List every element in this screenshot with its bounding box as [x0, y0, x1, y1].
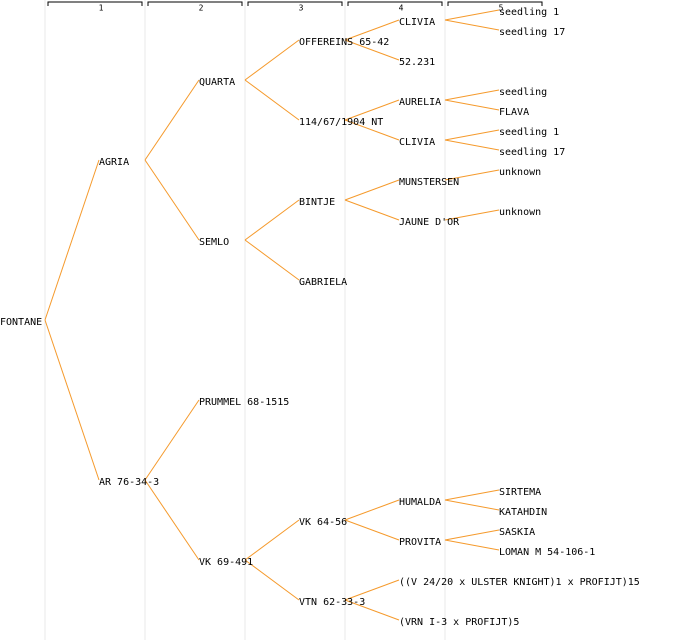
pedigree-link: [344, 119, 400, 141]
node-label: FLAVA: [499, 107, 529, 118]
pedigree-link: [444, 529, 500, 541]
column-bracket: [347, 1, 443, 6]
node-label: SEMLO: [199, 237, 229, 248]
pedigree-link: [144, 159, 200, 241]
node-label: VTN 62-33-3: [299, 597, 365, 608]
pedigree-link: [344, 199, 400, 221]
node-label: AURELIA: [399, 97, 441, 108]
node-label: LOMAN M 54-106-1: [499, 547, 595, 558]
pedigree-link: [344, 99, 400, 121]
node-label: 114/67/1904 NT: [299, 117, 383, 128]
node-label: MUNSTERSEN: [399, 177, 459, 188]
node-label: QUARTA: [199, 77, 235, 88]
node-label: VK 69-491: [199, 557, 253, 568]
node-label: BINTJE: [299, 197, 335, 208]
node-label: seedling 17: [499, 27, 565, 38]
node-label: SIRTEMA: [499, 487, 541, 498]
column-bracket: [47, 1, 143, 6]
node-label: VK 64-56: [299, 517, 347, 528]
pedigree-link: [444, 129, 500, 141]
column-header: 1: [99, 4, 104, 13]
pedigree-link: [244, 79, 300, 121]
node-label: OFFEREINS 65-42: [299, 37, 389, 48]
node-label: unknown: [499, 167, 541, 178]
pedigree-link: [44, 319, 100, 481]
pedigree-link: [144, 399, 200, 481]
column-header: 3: [299, 4, 304, 13]
column-header: 2: [199, 4, 204, 13]
pedigree-link: [244, 519, 300, 561]
node-label: CLIVIA: [399, 17, 435, 28]
node-label: seedling 17: [499, 147, 565, 158]
node-label: seedling 1: [499, 7, 559, 18]
node-label: seedling: [499, 87, 547, 98]
node-label: (VRN I-3 x PROFIJT)5: [399, 617, 519, 628]
node-label: KATAHDIN: [499, 507, 547, 518]
pedigree-link: [444, 489, 500, 501]
node-label: SASKIA: [499, 527, 535, 538]
node-label: HUMALDA: [399, 497, 441, 508]
column-header: 4: [399, 4, 404, 13]
node-label: ((V 24/20 x ULSTER KNIGHT)1 x PROFIJT)15: [399, 577, 640, 588]
pedigree-link: [444, 209, 500, 221]
pedigree-link: [444, 99, 500, 111]
pedigree-link: [444, 169, 500, 181]
column-bracket: [147, 1, 243, 6]
node-label: seedling 1: [499, 127, 559, 138]
node-label: AR 76-34-3: [99, 477, 159, 488]
column-bracket: [447, 1, 543, 6]
pedigree-link: [344, 19, 400, 41]
pedigree-link: [344, 39, 400, 61]
pedigree-link: [344, 579, 400, 601]
node-label: FONTANE: [0, 317, 42, 328]
pedigree-link: [344, 519, 400, 541]
column-header: 5: [499, 4, 504, 13]
pedigree-link: [444, 139, 500, 151]
node-label: GABRIELA: [299, 277, 347, 288]
pedigree-link: [144, 479, 200, 561]
node-label: 52.231: [399, 57, 435, 68]
node-label: CLIVIA: [399, 137, 435, 148]
pedigree-link: [444, 89, 500, 101]
pedigree-link: [444, 19, 500, 31]
pedigree-link: [244, 239, 300, 281]
column-bracket: [247, 1, 343, 6]
pedigree-link: [44, 159, 100, 321]
pedigree-link: [444, 9, 500, 21]
pedigree-link: [344, 499, 400, 521]
pedigree-link: [344, 179, 400, 201]
pedigree-link: [444, 499, 500, 511]
pedigree-link: [344, 599, 400, 621]
node-label: AGRIA: [99, 157, 129, 168]
node-label: JAUNE D'OR: [399, 217, 460, 228]
node-label: PROVITA: [399, 537, 441, 548]
pedigree-link: [444, 539, 500, 551]
pedigree-link: [244, 559, 300, 601]
pedigree-link: [244, 39, 300, 81]
pedigree-link: [244, 199, 300, 241]
node-label: PRUMMEL 68-1515: [199, 397, 289, 408]
node-label: unknown: [499, 207, 541, 218]
pedigree-link: [144, 79, 200, 161]
